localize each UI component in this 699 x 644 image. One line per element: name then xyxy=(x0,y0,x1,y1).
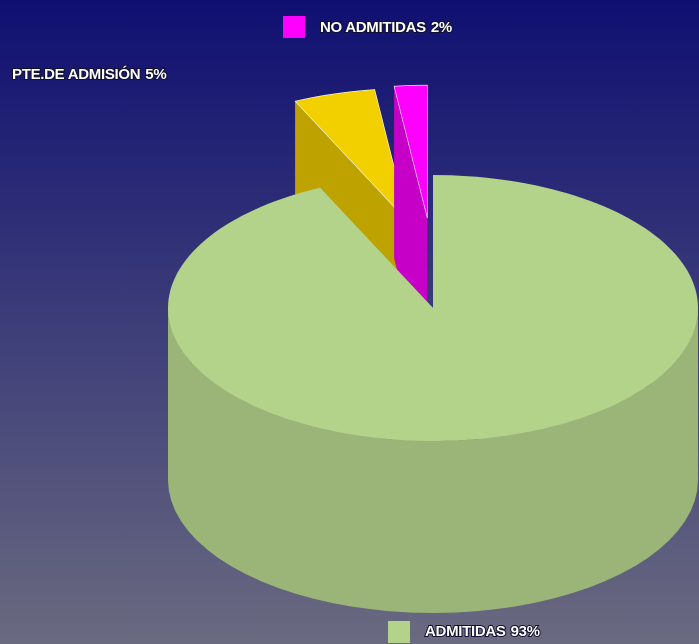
label-value: 93% xyxy=(511,623,540,640)
label-text: ADMITIDAS 93% xyxy=(425,623,540,640)
slice-top xyxy=(393,84,428,219)
slice-top xyxy=(168,175,698,441)
slice-side xyxy=(168,308,698,613)
label-category: NO ADMITIDAS xyxy=(320,19,426,36)
legend-swatch xyxy=(388,621,410,643)
label-category: ADMITIDAS xyxy=(425,623,506,640)
pie-slice xyxy=(168,175,698,613)
label-value: 2% xyxy=(431,19,452,36)
slice-label: NO ADMITIDAS 2% xyxy=(283,16,453,38)
slice-label: PTE.DE ADMISIÓN 5% xyxy=(11,64,168,84)
slice-top xyxy=(294,89,409,223)
label-category: PTE.DE ADMISIÓN xyxy=(12,65,140,83)
label-text: NO ADMITIDAS 2% xyxy=(320,19,452,36)
label-value: 5% xyxy=(145,66,166,83)
slice-label: ADMITIDAS 93% xyxy=(388,621,541,643)
label-text: PTE.DE ADMISIÓN 5% xyxy=(12,65,166,83)
legend-swatch xyxy=(283,16,305,38)
